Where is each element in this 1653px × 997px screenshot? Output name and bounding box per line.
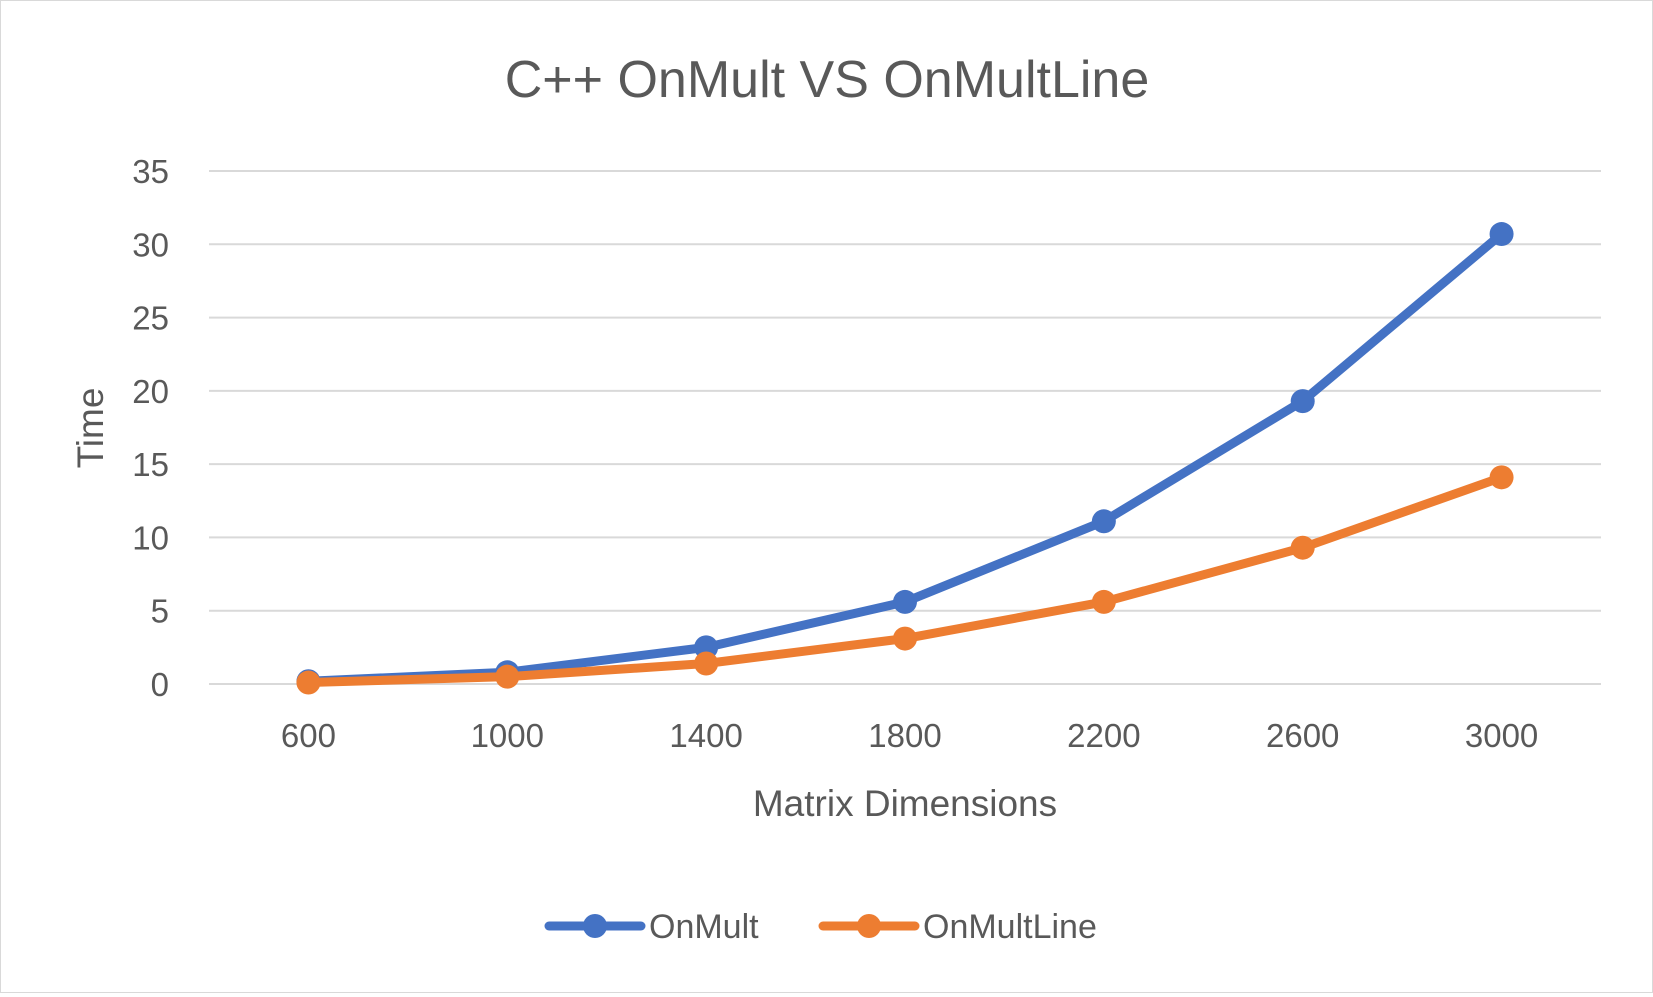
y-tick-label: 5 xyxy=(151,593,169,630)
legend-label: OnMultLine xyxy=(923,908,1097,946)
data-point-onmult xyxy=(1091,509,1116,534)
x-tick-label: 1800 xyxy=(868,717,941,754)
data-point-onmult xyxy=(1489,222,1514,247)
y-tick-label: 35 xyxy=(132,153,169,190)
data-point-onmultline xyxy=(893,626,917,651)
x-tick-label: 1000 xyxy=(471,717,544,754)
x-tick-label: 3000 xyxy=(1465,717,1538,754)
y-tick-label: 30 xyxy=(132,226,169,263)
legend-item-onmult: OnMult xyxy=(544,908,759,946)
data-point-onmultline xyxy=(1091,589,1116,614)
gridlines xyxy=(209,170,1601,685)
y-axis-title: Time xyxy=(70,388,111,469)
series-group xyxy=(296,222,1514,695)
x-tick-labels: 600 1000 1400 1800 2200 2600 3000 xyxy=(281,717,1538,754)
data-point-onmultline xyxy=(694,651,719,676)
series-onmult xyxy=(296,222,1514,694)
legend: OnMult OnMultLine xyxy=(544,908,1097,946)
data-point-onmultline xyxy=(1489,465,1514,490)
data-point-onmult xyxy=(893,589,917,614)
series-onmultline xyxy=(296,465,1514,695)
y-tick-label: 20 xyxy=(132,373,169,410)
series-line-onmultline xyxy=(303,472,1507,688)
legend-label: OnMult xyxy=(649,908,759,946)
y-tick-label: 10 xyxy=(132,519,169,556)
data-point-onmult xyxy=(1290,389,1315,414)
x-tick-label: 2200 xyxy=(1067,717,1140,754)
series-line-onmult xyxy=(303,229,1507,686)
x-axis-title: Matrix Dimensions xyxy=(753,783,1057,824)
x-tick-label: 1400 xyxy=(669,717,742,754)
y-tick-label: 0 xyxy=(151,666,169,703)
chart-title: C++ OnMult VS OnMultLine xyxy=(505,51,1150,109)
data-point-onmultline xyxy=(495,664,520,689)
legend-item-onmultline: OnMultLine xyxy=(818,908,1097,946)
y-tick-labels: 0 5 10 15 20 25 30 35 xyxy=(132,153,169,703)
x-tick-label: 600 xyxy=(281,717,336,754)
legend-swatch-marker xyxy=(583,914,607,938)
legend-swatch-marker xyxy=(857,914,881,938)
x-tick-label: 2600 xyxy=(1266,717,1339,754)
data-point-onmultline xyxy=(296,670,321,695)
y-tick-label: 25 xyxy=(132,300,169,337)
y-tick-label: 15 xyxy=(132,446,169,483)
data-point-onmultline xyxy=(1290,535,1315,560)
